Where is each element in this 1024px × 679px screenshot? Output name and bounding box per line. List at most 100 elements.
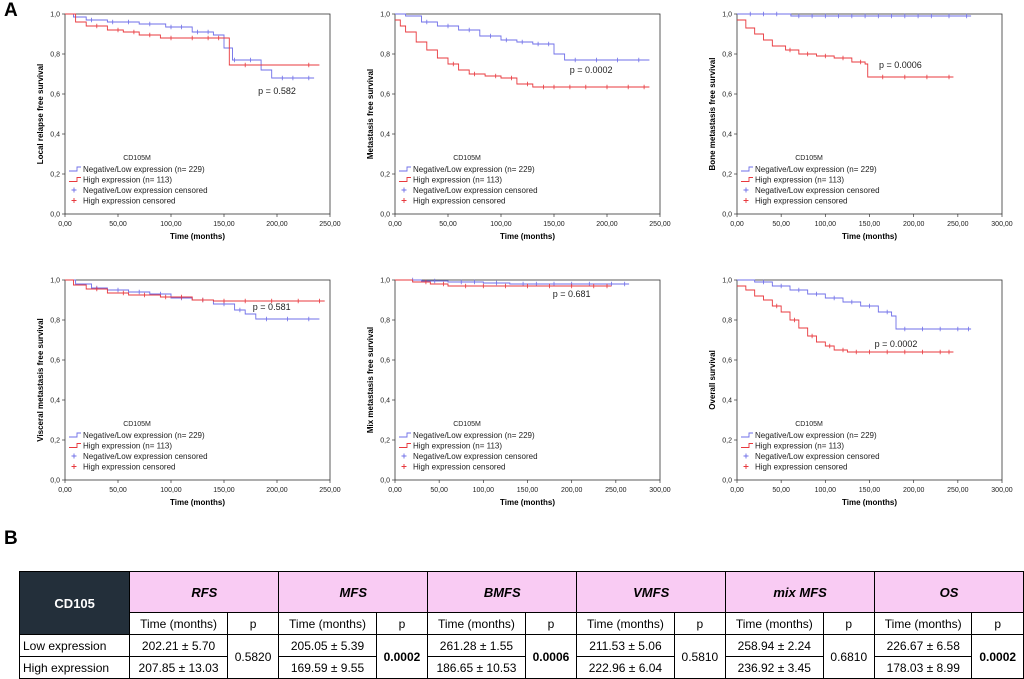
censor-mark	[115, 287, 121, 293]
censor-mark	[317, 298, 322, 304]
mixmfs-svg: 0,0 0,2 0,4 0,6 0,8 1,0 0,00 50,00 100,00 150,00 2…	[366, 278, 671, 508]
table-group-header: BMFS	[427, 571, 578, 613]
bmfs-chart: 0,0 0,2 0,4 0,6 0,8 1,0 0,00 50,00 100,00 150,00 2…	[682, 2, 1013, 257]
censor-mark	[168, 24, 174, 30]
censor-mark	[168, 35, 174, 41]
censor-mark	[472, 71, 477, 77]
legend-item-label: High expression censored	[413, 463, 506, 472]
censor-mark	[761, 11, 766, 17]
legend-item-label: Negative/Low expression censored	[413, 186, 538, 195]
x-tick-label: 0,00	[58, 487, 72, 494]
censor-mark	[306, 62, 311, 68]
censor-mark	[615, 57, 620, 63]
legend-high-censor	[71, 464, 77, 469]
censor-mark	[884, 309, 890, 315]
censor-mark	[827, 343, 832, 349]
censor-mark	[243, 62, 248, 68]
table-cell: 205.05 ± 5.39	[278, 634, 377, 657]
x-tick-label: 50,00	[439, 221, 457, 228]
legend-title: CD105M	[123, 421, 151, 428]
censor-mark	[459, 279, 464, 285]
censor-mark	[836, 13, 841, 19]
censor-mark	[205, 35, 211, 41]
y-tick-label: 0,2	[380, 172, 390, 179]
mfs-svg: 0,0 0,2 0,4 0,6 0,8 1,0 0,00 50,00 100,00 150,00 2…	[366, 12, 671, 242]
p-value-label: p = 0.582	[258, 86, 296, 96]
x-tick-label: 100,00	[815, 487, 837, 494]
y-tick-label: 0,2	[722, 172, 732, 179]
y-tick-label: 0,2	[50, 438, 60, 445]
legend-item-label: High expression censored	[413, 197, 506, 206]
censor-mark	[955, 326, 961, 332]
legend-low-censor	[743, 453, 749, 459]
censor-mark	[849, 13, 855, 19]
censor-mark	[423, 279, 429, 285]
censor-mark	[205, 29, 211, 35]
table-subheader-p: p	[226, 612, 280, 635]
legend-item-label: High expression (n= 113)	[83, 442, 172, 451]
legend-high-censor	[743, 198, 749, 203]
table-row-label: High expression	[18, 656, 131, 679]
x-tick-label: 50,00	[109, 221, 127, 228]
censor-mark	[285, 316, 290, 322]
legend-low-censor	[743, 187, 749, 193]
table-subheader-p: p	[524, 612, 578, 635]
legend-item-label: High expression (n= 113)	[755, 442, 844, 451]
x-tick-label: 100,00	[160, 221, 182, 228]
x-tick-label: 200,00	[266, 487, 288, 494]
y-tick-label: 1,0	[380, 12, 390, 19]
censor-mark	[876, 13, 881, 19]
table-subheader-time: Time (months)	[725, 612, 824, 635]
y-tick-label: 0,4	[380, 132, 390, 139]
low-expression-curve	[65, 13, 315, 79]
x-tick-label: 300,00	[991, 221, 1013, 228]
y-tick-label: 0,0	[722, 478, 732, 485]
table-subheader-time: Time (months)	[278, 612, 377, 635]
legend-item-label: High expression censored	[83, 197, 176, 206]
x-axis-title: Time (months)	[842, 232, 897, 241]
y-axis-title: Mix metastasis free survival	[366, 327, 375, 433]
p-value-label: p = 0.0006	[879, 60, 922, 70]
censor-mark	[163, 294, 168, 300]
table-corner-cell: CD105	[18, 571, 131, 635]
censor-mark	[541, 84, 546, 90]
censor-mark	[520, 281, 526, 287]
censor-mark	[583, 84, 588, 90]
y-tick-label: 0,0	[50, 478, 60, 485]
censor-mark	[200, 297, 205, 303]
legend-high-censor	[71, 198, 77, 203]
censor-mark	[626, 84, 631, 90]
censor-mark	[889, 13, 894, 19]
legend-high-line	[741, 177, 753, 182]
x-tick-label: 50,00	[772, 487, 790, 494]
censor-mark	[493, 73, 498, 79]
censor-mark	[520, 39, 525, 45]
censor-mark	[792, 317, 797, 323]
table-cell: 169.59 ± 9.55	[278, 656, 377, 679]
table-group-header: RFS	[129, 571, 280, 613]
censor-mark	[604, 283, 610, 289]
table-cell: 178.03 ± 8.99	[874, 656, 973, 679]
plot-frame	[64, 279, 331, 481]
censor-mark	[509, 75, 514, 81]
x-tick-label: 300,00	[649, 487, 671, 494]
x-tick-label: 150,00	[213, 487, 235, 494]
censor-mark	[142, 292, 147, 298]
y-tick-label: 0,4	[722, 398, 732, 405]
censor-mark	[216, 35, 221, 41]
censor-mark	[924, 74, 930, 80]
plot-frame	[64, 13, 331, 215]
y-tick-label: 0,0	[380, 212, 390, 219]
censor-mark	[110, 19, 115, 25]
censor-mark	[748, 11, 753, 17]
x-tick-label: 150,00	[543, 221, 565, 228]
legend-low-line	[69, 432, 81, 438]
x-axis-title: Time (months)	[500, 498, 555, 507]
legend-item-label: Negative/Low expression censored	[413, 452, 538, 461]
y-tick-label: 1,0	[722, 12, 732, 19]
x-tick-label: 250,00	[649, 221, 671, 228]
y-tick-label: 0,4	[50, 398, 60, 405]
legend-item-label: Negative/Low expression censored	[755, 186, 880, 195]
censor-mark	[504, 37, 509, 43]
y-tick-label: 0,4	[722, 132, 732, 139]
